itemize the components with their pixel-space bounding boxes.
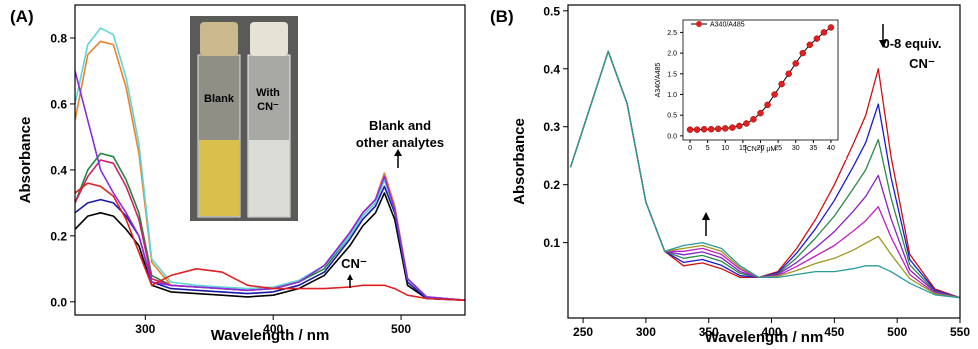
marker xyxy=(785,70,792,78)
marker xyxy=(707,125,715,133)
plot-frame xyxy=(74,4,466,316)
y-axis-title: A340/A485 xyxy=(655,63,662,98)
arrowhead xyxy=(879,40,887,48)
x-tick-label: 300 xyxy=(135,322,155,336)
series-group xyxy=(569,50,960,299)
plot-frame xyxy=(682,19,839,141)
marker xyxy=(764,101,771,109)
y-tick-label: 0.5 xyxy=(543,4,560,18)
y-tick-label: 0.6 xyxy=(50,97,67,111)
annotation: other analytes xyxy=(356,135,444,150)
vial-blank-cap xyxy=(200,22,238,56)
marker xyxy=(799,49,807,57)
x-tick-label: 400 xyxy=(762,325,782,339)
x-tick-label: 400 xyxy=(263,322,283,336)
series-line xyxy=(75,70,465,301)
y-tick-label: 0.8 xyxy=(50,31,67,45)
chart: 0 5 10 15 20 25 30 35 40 0.0 0.5 1.0 1.5 2.0 2.5 A340/A… xyxy=(653,12,846,160)
y-tick-label: 0.0 xyxy=(667,133,677,140)
y-tick-label: 0.4 xyxy=(50,163,67,177)
inset-bg xyxy=(653,12,846,160)
x-tick-label: 500 xyxy=(887,325,907,339)
vial-cn-cap xyxy=(250,22,288,56)
x-axis-title: Wavelength / nm xyxy=(705,329,824,346)
x-axis-title: Wavelength / nm xyxy=(211,327,330,344)
y-axis-title: Absorbance xyxy=(17,117,34,204)
marker xyxy=(736,122,743,130)
y-tick-label: 1.5 xyxy=(667,71,677,78)
series-line xyxy=(75,192,465,301)
x-tick-label: 25 xyxy=(774,145,782,152)
x-tick-label: 300 xyxy=(636,325,656,339)
photo: Blank With CN⁻ xyxy=(190,16,298,221)
legend-label: A340/A485 xyxy=(710,22,745,29)
series-line xyxy=(569,50,960,299)
photo-label: Blank xyxy=(204,93,235,105)
legend-marker xyxy=(696,21,702,27)
chart: 250 300 350 400 450 500 5500.10.20.30.40.5Wave… xyxy=(511,4,970,346)
y-axis-title: Absorbance xyxy=(511,118,528,205)
marker xyxy=(750,116,757,123)
series-group xyxy=(686,24,835,133)
annotation: CN⁻ xyxy=(909,56,935,71)
marker xyxy=(693,126,701,133)
marker xyxy=(778,80,785,88)
marker xyxy=(743,120,750,127)
y-tick-label: 2.5 xyxy=(667,30,677,37)
y-tick-label: 0.2 xyxy=(50,229,67,243)
x-tick-label: 550 xyxy=(950,325,970,339)
panel-label: (A) xyxy=(10,7,34,26)
panel-label: (B) xyxy=(490,7,514,26)
photo-label: CN⁻ xyxy=(257,101,279,113)
x-tick-label: 10 xyxy=(721,145,729,152)
marker xyxy=(827,24,835,31)
y-tick-label: 0.4 xyxy=(543,62,560,76)
y-tick-label: 0.2 xyxy=(543,178,560,192)
x-tick-label: 20 xyxy=(757,145,765,152)
y-tick-label: 2.0 xyxy=(667,51,677,58)
x-tick-label: 500 xyxy=(391,322,411,336)
x-tick-label: 40 xyxy=(827,145,835,152)
marker xyxy=(792,60,799,67)
marker xyxy=(729,124,736,131)
x-tick-label: 0 xyxy=(688,145,692,152)
arrowhead xyxy=(394,149,402,156)
series-line xyxy=(75,182,465,301)
y-tick-label: 0.5 xyxy=(667,113,677,120)
x-tick-label: 35 xyxy=(809,145,817,152)
photo-label: With xyxy=(256,87,280,99)
chart: 300 400 500 0.0 0.2 0.4 0.6 0.8 Wavelength / nm A… xyxy=(17,4,466,344)
marker xyxy=(722,125,729,132)
y-tick-label: 0.1 xyxy=(543,236,560,250)
vial-cn-liquid xyxy=(249,140,289,216)
vial-blank-liquid xyxy=(199,140,239,216)
marker xyxy=(714,125,722,133)
marker xyxy=(813,35,821,42)
y-tick-label: 0.3 xyxy=(543,120,560,134)
x-tick-label: 30 xyxy=(792,145,800,152)
marker xyxy=(686,126,694,133)
marker xyxy=(806,41,814,49)
x-tick-label: 450 xyxy=(824,325,844,339)
annotation: CN⁻ xyxy=(341,256,367,271)
y-tick-label: 1.0 xyxy=(667,92,677,99)
arrowhead xyxy=(702,212,710,220)
arrowhead xyxy=(347,274,353,280)
x-tick-label: 5 xyxy=(706,145,710,152)
y-tick-label: 0.0 xyxy=(50,295,67,309)
x-axis-title: [CN⁻]/ µM xyxy=(745,146,777,153)
annotation: Blank and xyxy=(369,118,431,133)
x-tick-label: 250 xyxy=(573,325,593,339)
x-tick-label: 15 xyxy=(739,145,747,152)
marker xyxy=(757,109,764,117)
marker xyxy=(771,91,778,98)
series-group xyxy=(75,27,465,301)
x-tick-label: 350 xyxy=(699,325,719,339)
marker xyxy=(820,29,828,36)
plot-frame xyxy=(567,4,961,319)
annotation: 0-8 equiv. xyxy=(882,36,941,51)
marker xyxy=(700,125,708,133)
